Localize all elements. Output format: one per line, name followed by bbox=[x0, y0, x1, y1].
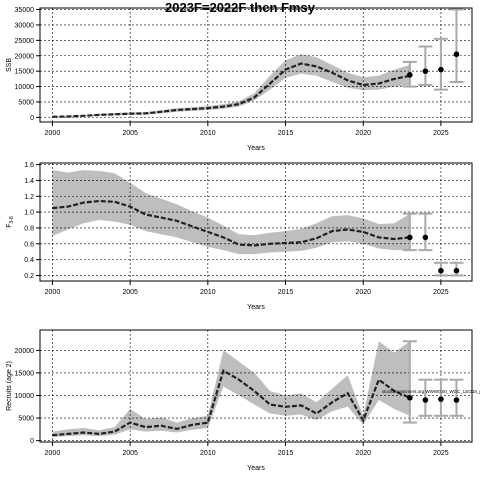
projection-point bbox=[438, 396, 444, 402]
estimate-line bbox=[52, 199, 410, 247]
y-tick-label: 20000 bbox=[15, 53, 35, 60]
annotation-text: stockassessment.org WWW0.00_WGC_LEO18_pl… bbox=[382, 389, 480, 394]
plot-frame bbox=[39, 329, 473, 443]
y-tick-label: 10000 bbox=[15, 393, 35, 400]
x-tick-label: 2025 bbox=[433, 450, 449, 457]
y-axis-label: F3-8 bbox=[6, 216, 15, 228]
estimate-line bbox=[52, 368, 411, 437]
projection-point bbox=[407, 394, 413, 401]
y-tick-label: 0.4 bbox=[24, 257, 34, 264]
projection-point bbox=[453, 397, 460, 403]
projection-point bbox=[422, 397, 429, 403]
projection-point bbox=[407, 234, 413, 241]
y-tick-label: 1.6 bbox=[24, 162, 34, 169]
estimate-line bbox=[52, 62, 411, 118]
x-tick-label: 2015 bbox=[278, 130, 294, 137]
x-tick-label: 2005 bbox=[122, 450, 138, 457]
x-tick-label: 2025 bbox=[433, 130, 449, 137]
y-tick-label: 1.4 bbox=[24, 178, 34, 185]
y-tick-label: 1.0 bbox=[24, 210, 34, 217]
y-axis-label: Recruits (age 2) bbox=[6, 361, 13, 411]
x-tick-label: 2000 bbox=[45, 130, 61, 137]
x-axis-label: Years bbox=[247, 465, 265, 472]
x-tick-label: 2020 bbox=[355, 450, 371, 457]
projection-point bbox=[407, 72, 413, 78]
plot-frame bbox=[39, 7, 473, 123]
projection-point bbox=[453, 267, 460, 274]
x-tick-label: 2020 bbox=[355, 289, 371, 296]
y-tick-label: 25000 bbox=[15, 38, 35, 45]
y-tick-label: 15000 bbox=[15, 370, 35, 377]
x-axis-label: Years bbox=[247, 304, 265, 311]
y-tick-label: 0.6 bbox=[24, 241, 34, 248]
y-tick-label: 1.2 bbox=[24, 194, 34, 201]
y-tick-label: 35000 bbox=[15, 7, 35, 14]
x-tick-label: 2005 bbox=[122, 289, 138, 296]
y-tick-label: 0.2 bbox=[24, 273, 34, 280]
x-tick-label: 2020 bbox=[355, 130, 371, 137]
y-tick-label: 5000 bbox=[18, 99, 34, 106]
y-axis-label-subscript: 3-8 bbox=[9, 216, 15, 223]
x-tick-label: 2025 bbox=[433, 289, 449, 296]
y-tick-label: 0 bbox=[30, 438, 34, 445]
plot-frame bbox=[39, 162, 473, 282]
projection-point bbox=[422, 234, 429, 241]
y-tick-label: 20000 bbox=[15, 348, 35, 355]
confidence-band bbox=[52, 170, 410, 255]
projection-point bbox=[438, 66, 444, 73]
projection-point bbox=[453, 51, 460, 58]
projection-point bbox=[422, 68, 429, 74]
y-tick-label: 15000 bbox=[15, 69, 35, 76]
x-tick-label: 2010 bbox=[200, 289, 216, 296]
x-tick-label: 2000 bbox=[45, 450, 61, 457]
projection-point bbox=[438, 267, 444, 274]
x-tick-label: 2015 bbox=[278, 450, 294, 457]
panel-ssb: 2000 2005 2010 2015 2020 2025 0 5000 10000 15000 2… bbox=[6, 7, 473, 152]
y-tick-label: 5000 bbox=[18, 416, 34, 423]
x-tick-label: 2015 bbox=[278, 289, 294, 296]
y-tick-label: 0.8 bbox=[24, 225, 34, 232]
y-axis-label: SSB bbox=[6, 58, 13, 72]
panel-fbar: 2000 2005 2010 2015 2020 2025 0.2 0.4 0.6 0.8 1.0 1… bbox=[6, 162, 473, 311]
confidence-band bbox=[52, 341, 410, 437]
x-axis-label: Years bbox=[247, 145, 265, 152]
confidence-band bbox=[52, 54, 410, 118]
panel-recruits: 2000 2005 2010 2015 2020 2025 0 5000 10000 15000 2… bbox=[6, 329, 480, 472]
y-tick-label: 0 bbox=[30, 115, 34, 122]
x-tick-label: 2010 bbox=[200, 450, 216, 457]
x-tick-label: 2010 bbox=[200, 130, 216, 137]
x-tick-label: 2005 bbox=[122, 130, 138, 137]
y-tick-label: 30000 bbox=[15, 22, 35, 29]
y-tick-label: 10000 bbox=[15, 84, 35, 91]
x-tick-label: 2000 bbox=[45, 289, 61, 296]
